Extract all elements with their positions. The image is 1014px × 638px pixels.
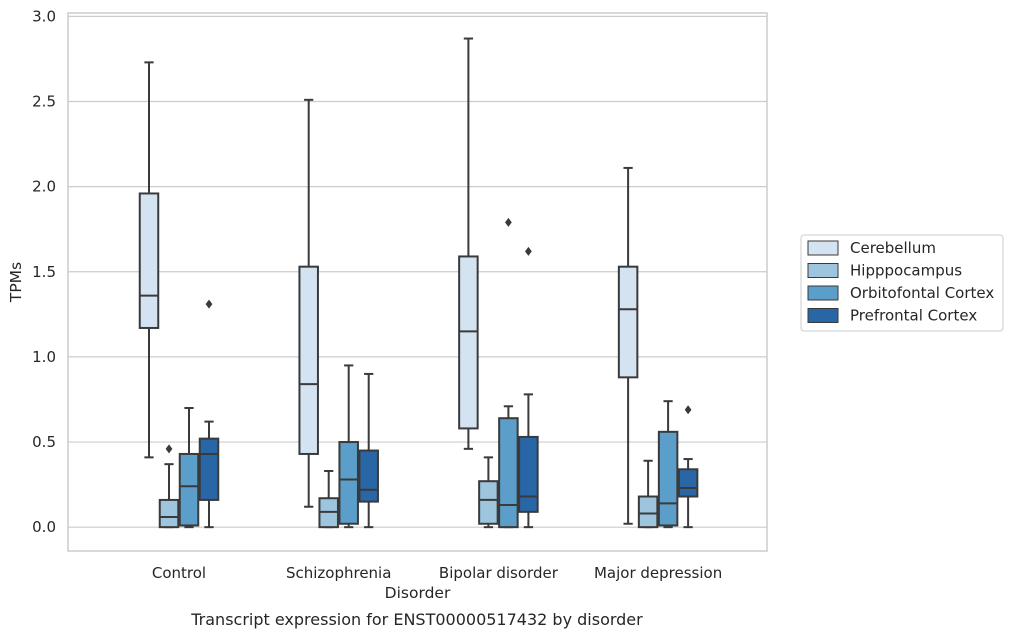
legend-swatch-1: [807, 263, 839, 278]
box-1-2: [338, 364, 359, 529]
outlier-point-0: [205, 299, 213, 309]
box-2-2: [498, 217, 519, 529]
legend-label-2: Orbitofontal Cortex: [850, 284, 994, 302]
box-body: [478, 480, 499, 525]
box-body: [518, 435, 539, 513]
box-body: [498, 417, 519, 529]
box-body: [358, 449, 379, 503]
box-2-0: [458, 37, 479, 450]
box-body: [198, 437, 220, 501]
y-tick-label-1: 0.5: [32, 433, 56, 451]
box-2-3: [518, 246, 539, 529]
outlier-point-0: [165, 444, 173, 454]
box-body: [158, 498, 180, 529]
x-tick-label-2: Bipolar disorder: [439, 564, 559, 582]
box-1-1: [318, 469, 339, 529]
x-tick-label-0: Control: [152, 564, 206, 582]
legend-label-3: Prefrontal Cortex: [850, 307, 977, 325]
y-axis-label: TPMs: [7, 262, 25, 303]
box-body: [617, 265, 639, 379]
outlier-point-0: [684, 405, 692, 415]
y-tick-label-5: 2.5: [32, 93, 56, 111]
box-body: [138, 192, 160, 329]
box-body: [677, 468, 699, 498]
box-0-1: [158, 444, 180, 529]
box-3-0: [617, 166, 639, 525]
y-tick-label-0: 0.0: [32, 518, 56, 536]
y-tick-label-3: 1.5: [32, 263, 56, 281]
y-tick-label-4: 2.0: [32, 178, 56, 196]
box-3-1: [637, 459, 659, 529]
chart-caption: Transcript expression for ENST0000051743…: [190, 610, 643, 629]
x-tick-label-1: Schizophrenia: [286, 564, 391, 582]
box-body: [178, 452, 200, 527]
legend-swatch-2: [807, 285, 839, 301]
legend-swatch-0: [807, 240, 839, 256]
legend: Cerebellum Hipppocampus Orbitofontal Corte…: [800, 234, 1004, 332]
box-3-2: [657, 400, 679, 529]
y-tick-label-2: 1.0: [32, 348, 56, 366]
plot-area-frame: [67, 12, 768, 552]
box-1-3: [358, 372, 379, 529]
box-0-2: [178, 406, 200, 529]
outlier-point-0: [525, 246, 532, 256]
box-0-3: [198, 299, 220, 529]
y-axis-ticks: 0.0 0.5 1.0 1.5 2.0 2.5 3.0: [32, 7, 56, 536]
box-body: [657, 430, 679, 527]
x-tick-label-3: Major depression: [594, 564, 722, 582]
x-axis-ticks: Control Schizophrenia Bipolar disorder Majo…: [152, 564, 722, 582]
box-body: [338, 441, 359, 525]
legend-label-0: Cerebellum: [850, 239, 936, 257]
gridlines: [68, 15, 767, 528]
box-1-0: [298, 98, 319, 508]
legend-swatch-3: [807, 308, 839, 323]
x-axis-label: Disorder: [385, 584, 451, 602]
legend-label-1: Hipppocampus: [850, 262, 962, 280]
outlier-point-0: [505, 217, 512, 227]
box-2-1: [478, 456, 499, 529]
box-body: [298, 265, 319, 455]
box-body: [458, 255, 479, 430]
box-0-0: [138, 61, 160, 459]
legend-frame: [800, 234, 1004, 332]
box-body: [637, 495, 659, 529]
y-tick-label-6: 3.0: [32, 7, 56, 25]
boxes: [138, 37, 699, 529]
box-3-3: [677, 405, 699, 529]
